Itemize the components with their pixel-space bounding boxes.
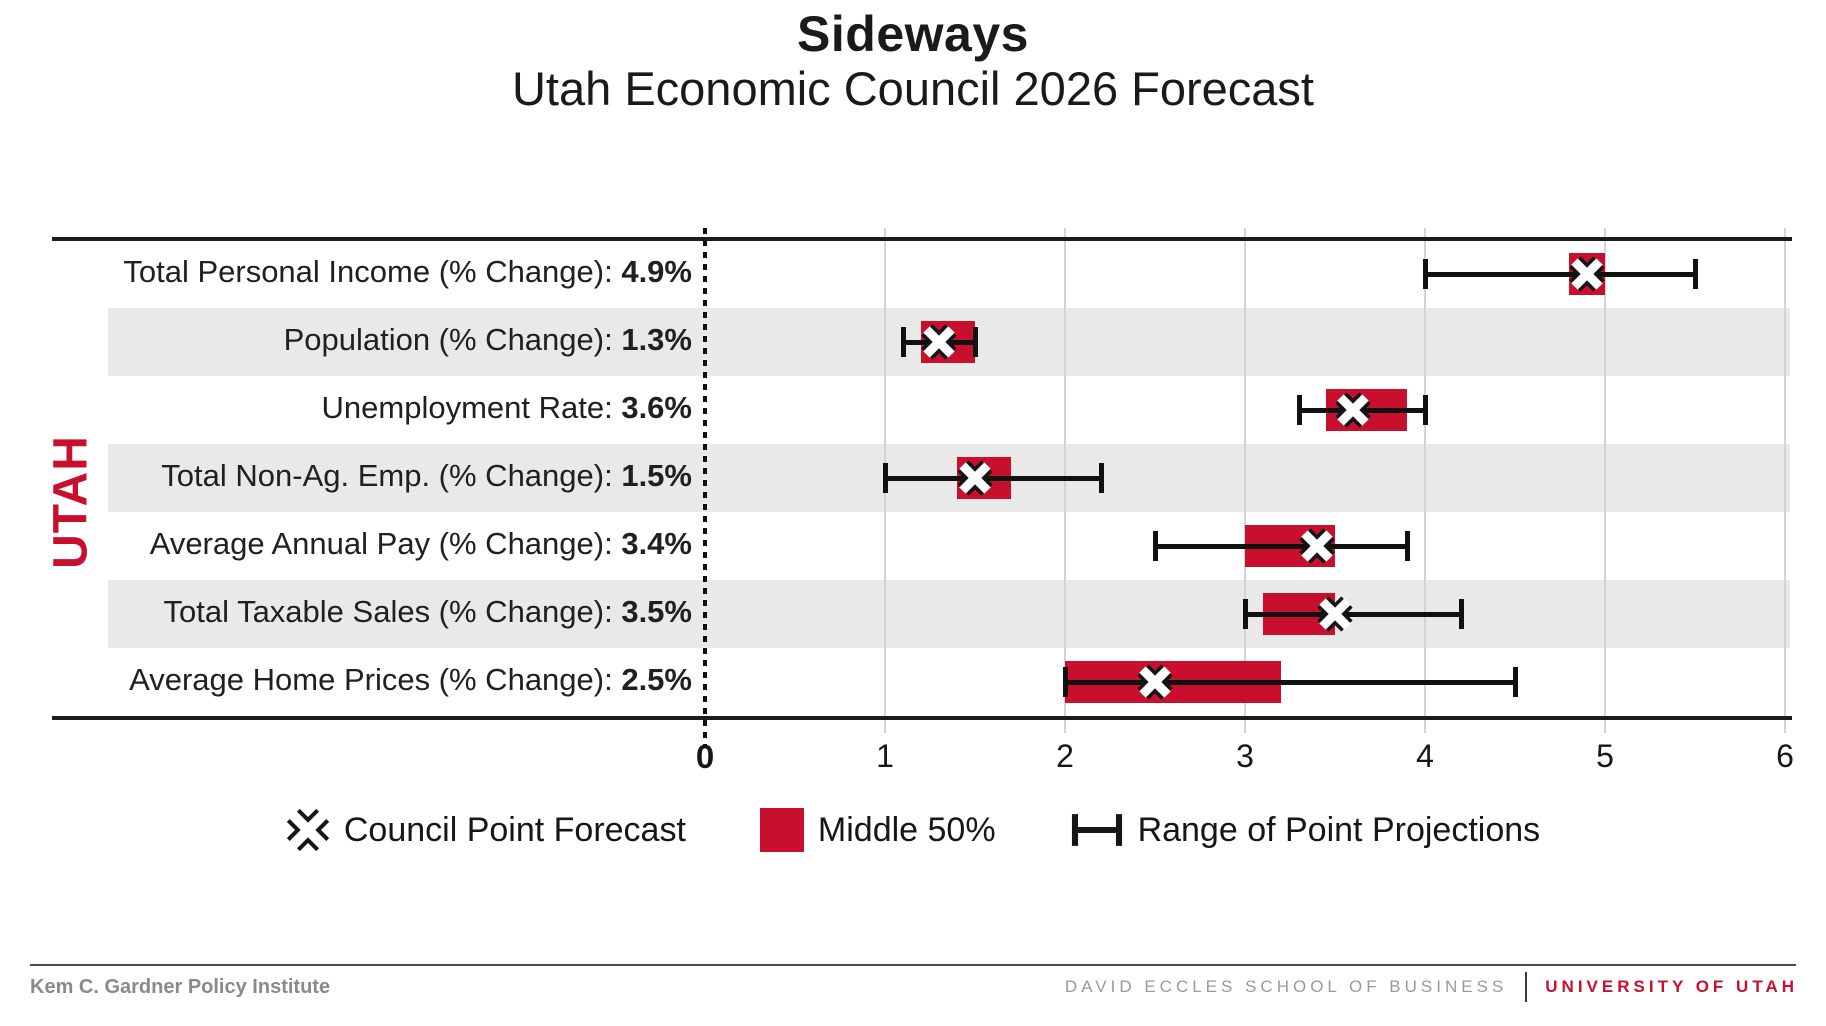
x-tick-label: 3 [1236, 738, 1254, 774]
row-label: Average Annual Pay (% Change): 3.4% [149, 526, 692, 561]
x-marker-icon [286, 808, 330, 852]
x-tick-label: 6 [1776, 738, 1794, 774]
red-square-icon [759, 808, 804, 852]
chart-legend: Council Point Forecast Middle 50% Range … [0, 808, 1826, 852]
row-point-value: 3.4% [621, 526, 692, 561]
row-label: Population (% Change): 1.3% [283, 322, 692, 357]
region-axis-label: UTAH [44, 435, 98, 569]
row-point-value: 3.5% [621, 594, 692, 629]
school-wordmark: DAVID ECCLES SCHOOL OF BUSINESS [1064, 977, 1508, 996]
page-subtitle: Utah Economic Council 2026 Forecast [511, 62, 1314, 115]
x-gridline [1244, 228, 1246, 733]
x-tick-label: 0 [695, 738, 715, 775]
range-cap-low [1297, 395, 1302, 425]
range-cap-low [1153, 531, 1158, 561]
row-point-value: 3.6% [621, 390, 692, 425]
x-tick-label: 1 [876, 738, 894, 774]
range-cap-high [1459, 599, 1464, 629]
range-cap-high [1423, 395, 1428, 425]
range-cap-low [1243, 599, 1248, 629]
range-cap-low [1063, 667, 1068, 697]
row-point-value: 2.5% [621, 662, 692, 697]
row-label: Unemployment Rate: 3.6% [321, 390, 692, 425]
x-tick-label: 5 [1596, 738, 1614, 774]
row-point-value: 1.3% [621, 322, 692, 357]
point-forecast-marker [957, 460, 993, 496]
x-gridline [1604, 228, 1606, 733]
x-gridline [1784, 228, 1786, 733]
plot-top-border [52, 237, 1792, 241]
point-forecast-marker [1299, 528, 1335, 564]
range-line [1425, 271, 1695, 277]
footer-divider-line [30, 964, 1796, 966]
institute-wordmark: Kem C. Gardner Policy Institute [30, 976, 331, 998]
brand-separator [1525, 972, 1528, 1002]
row-label: Total Personal Income (% Change): 4.9% [123, 254, 692, 289]
range-whisker-icon [1071, 814, 1122, 846]
legend-label: Council Point Forecast [343, 810, 686, 849]
row-point-value: 1.5% [621, 458, 692, 493]
point-forecast-marker [1317, 596, 1353, 632]
range-cap-low [1423, 259, 1428, 289]
legend-item-point-forecast: Council Point Forecast [286, 808, 686, 852]
range-cap-high [1099, 463, 1104, 493]
range-line [1245, 611, 1461, 617]
row-band [108, 580, 1790, 648]
range-cap-high [1405, 531, 1410, 561]
legend-label: Range of Point Projections [1137, 810, 1541, 849]
point-forecast-marker [1335, 392, 1371, 428]
legend-item-range: Range of Point Projections [1070, 808, 1541, 852]
range-cap-high [973, 327, 978, 357]
x-tick-label: 4 [1416, 738, 1434, 774]
row-label: Average Home Prices (% Change): 2.5% [129, 662, 692, 697]
legend-item-middle-50: Middle 50% [759, 808, 996, 852]
point-forecast-marker [921, 324, 957, 360]
x-gridline [1424, 228, 1426, 733]
row-label: Total Taxable Sales (% Change): 3.5% [163, 594, 692, 629]
title-block: Sideways Utah Economic Council 2026 Fore… [0, 6, 1826, 116]
plot-bottom-border [52, 716, 1792, 720]
point-forecast-marker [1137, 664, 1173, 700]
row-label: Total Non-Ag. Emp. (% Change): 1.5% [161, 458, 692, 493]
legend-label: Middle 50% [817, 810, 996, 849]
footer-brand-block: DAVID ECCLES SCHOOL OF BUSINESS UNIVERSI… [1065, 972, 1798, 1002]
range-line [1155, 543, 1407, 549]
point-forecast-marker [1569, 256, 1605, 292]
range-cap-high [1693, 259, 1698, 289]
x-gridline [1064, 228, 1066, 733]
page-title: Sideways [797, 6, 1029, 62]
range-cap-low [901, 327, 906, 357]
range-cap-high [1513, 667, 1518, 697]
range-line [1065, 679, 1515, 685]
university-wordmark: UNIVERSITY OF UTAH [1545, 977, 1798, 996]
range-line [885, 475, 1101, 481]
range-cap-low [883, 463, 888, 493]
zero-reference-line [703, 228, 707, 747]
x-tick-label: 2 [1056, 738, 1074, 774]
row-point-value: 4.9% [621, 254, 692, 289]
